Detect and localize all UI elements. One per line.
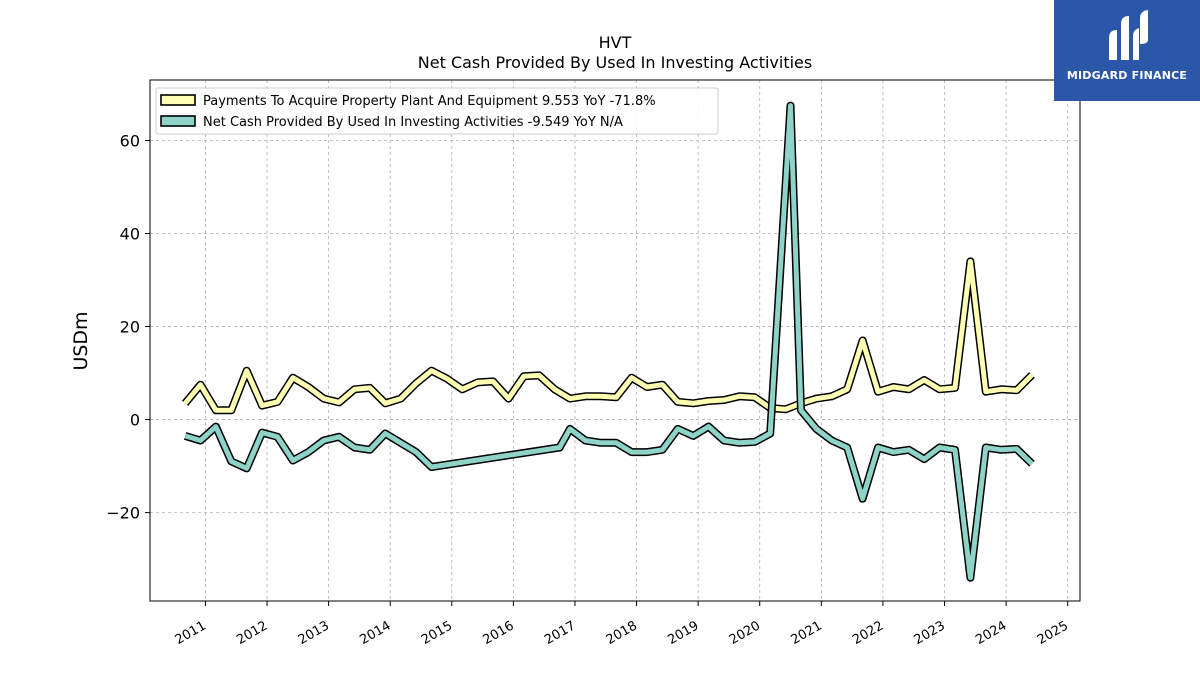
logo-mark-icon <box>1109 10 1148 60</box>
x-tick-label: 2021 <box>789 618 825 648</box>
legend-box <box>155 87 719 135</box>
legend-swatch-net-cash <box>160 115 196 127</box>
series-1 <box>183 101 1035 582</box>
series-0 <box>182 257 1035 415</box>
x-tick-label: 2016 <box>481 618 517 648</box>
x-tick-label: 2013 <box>296 618 332 648</box>
x-tick-label: 2015 <box>419 618 455 648</box>
y-tick-label: 0 <box>130 411 140 430</box>
x-tick-label: 2025 <box>1035 618 1071 648</box>
legend-swatch-payments <box>160 94 196 106</box>
y-axis-label: USDm <box>70 311 92 370</box>
brand-logo: MIDGARD FINANCE <box>1054 0 1200 101</box>
series-line <box>183 258 1034 413</box>
legend-label-net-cash: Net Cash Provided By Used In Investing A… <box>203 115 623 130</box>
y-tick-label: 20 <box>120 318 140 337</box>
x-tick-label: 2012 <box>234 618 270 648</box>
x-tick-label: 2011 <box>173 618 209 648</box>
legend-label-payments: Payments To Acquire Property Plant And E… <box>203 94 656 109</box>
logo-text: MIDGARD FINANCE <box>1066 69 1188 82</box>
x-tick-label: 2024 <box>973 618 1009 648</box>
series-line-outline <box>183 101 1035 582</box>
grid-layer <box>150 80 1080 601</box>
x-tick-label: 2019 <box>665 618 701 648</box>
chart-title: HVT <box>599 33 632 52</box>
x-tick-label: 2014 <box>357 618 393 648</box>
chart-subtitle: Net Cash Provided By Used In Investing A… <box>418 53 812 72</box>
x-tick-label: 2022 <box>850 618 886 648</box>
y-tick-label: −20 <box>106 504 140 523</box>
x-tick-label: 2017 <box>542 618 578 648</box>
x-tick-label: 2018 <box>604 618 640 648</box>
y-tick-label: 60 <box>120 131 140 150</box>
legend: Payments To Acquire Property Plant And E… <box>155 87 719 135</box>
series-layer <box>182 101 1035 582</box>
series-line <box>184 103 1034 581</box>
y-tick-label: 40 <box>120 225 140 244</box>
x-tick-label: 2020 <box>727 618 763 648</box>
plot-frame <box>149 79 1081 602</box>
x-tick-label: 2023 <box>912 618 948 648</box>
